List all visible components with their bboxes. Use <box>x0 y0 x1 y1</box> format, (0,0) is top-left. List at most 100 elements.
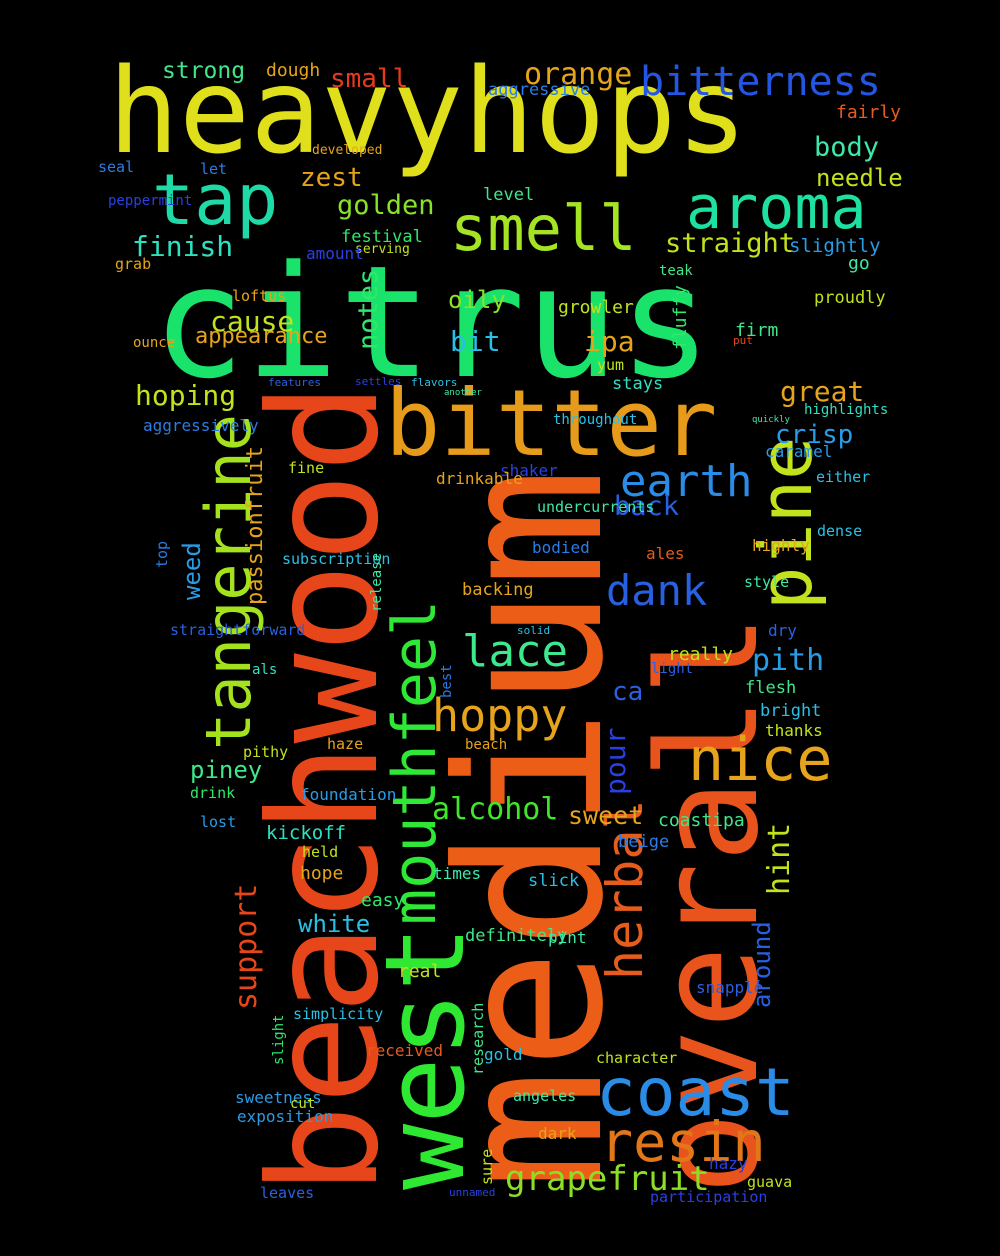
cloud-word: quickly <box>752 415 790 425</box>
cloud-word: put <box>733 334 753 347</box>
cloud-word: real <box>398 961 442 982</box>
cloud-word: beige <box>618 832 670 852</box>
cloud-word: let <box>200 160 228 178</box>
cloud-word: aggressively <box>143 416 259 435</box>
cloud-word: aroma <box>686 173 867 243</box>
cloud-word: hope <box>300 863 344 884</box>
cloud-word: solid <box>517 624 551 637</box>
cloud-word: strong <box>162 58 246 84</box>
cloud-word: slightly <box>789 235 881 257</box>
cloud-word: level <box>483 185 535 205</box>
cloud-word: beach <box>465 737 508 753</box>
cloud-word: light <box>651 661 694 677</box>
cloud-word: caramel <box>765 442 833 461</box>
cloud-word: ales <box>646 544 685 563</box>
cloud-word: loftus <box>232 287 287 305</box>
cloud-word: bitter <box>385 370 718 477</box>
cloud-word: earth <box>620 456 753 507</box>
cloud-word: heavyhops <box>108 42 748 180</box>
cloud-word: undercurrents <box>537 498 655 516</box>
cloud-word: zest <box>300 163 363 193</box>
cloud-word: subscription <box>282 550 391 568</box>
cloud-word: go <box>848 253 870 274</box>
cloud-word: great <box>780 375 865 408</box>
cloud-word: passionfruit <box>243 446 268 605</box>
cloud-word: really <box>668 644 734 665</box>
cloud-word: another <box>444 388 482 398</box>
cloud-word: shaker <box>500 461 558 480</box>
cloud-word: highlights <box>804 402 889 418</box>
cloud-word: coast <box>596 1054 795 1131</box>
cloud-word: snapple <box>696 978 764 997</box>
cloud-word: white <box>298 910 371 938</box>
cloud-word: hint <box>762 822 797 895</box>
cloud-word: received <box>366 1041 444 1060</box>
cloud-word: straight <box>665 228 796 259</box>
cloud-word: kickoff <box>266 822 347 844</box>
cloud-word: release <box>369 552 385 612</box>
cloud-word: peppermint <box>108 193 193 209</box>
cloud-word: drinkable <box>436 469 523 488</box>
cloud-word: growler <box>558 297 634 318</box>
cloud-word: highly <box>752 536 810 555</box>
cloud-word: settles <box>355 375 402 388</box>
cloud-word: guava <box>747 1173 793 1191</box>
cloud-word: body <box>814 132 880 163</box>
cloud-word: backing <box>462 580 534 600</box>
cloud-word: sure <box>478 1148 496 1185</box>
cloud-word: thanks <box>765 721 823 740</box>
cloud-word: angeles <box>513 1087 577 1105</box>
cloud-word: held <box>302 843 339 861</box>
cloud-word: style <box>744 573 790 591</box>
cloud-word: unnamed <box>449 1186 496 1199</box>
cloud-word: seal <box>98 158 135 176</box>
cloud-word: hoppy <box>432 689 568 742</box>
cloud-word: alcohol <box>432 792 559 827</box>
cloud-word: nice <box>688 725 833 795</box>
cloud-word: easy <box>361 890 405 911</box>
cloud-word: appearance <box>195 324 328 349</box>
cloud-word: firm <box>735 320 779 341</box>
cloud-word: golden <box>337 190 435 221</box>
cloud-word: dry <box>768 621 797 640</box>
cloud-word: simplicity <box>293 1005 384 1023</box>
cloud-word: grapefruit <box>505 1159 710 1199</box>
cloud-word: ipa <box>584 325 635 358</box>
cloud-word: foundation <box>300 785 397 804</box>
cloud-word: lace <box>462 626 568 677</box>
cloud-word: tap <box>152 159 279 241</box>
cloud-word: cut <box>290 1096 316 1112</box>
cloud-word: support <box>229 883 264 1010</box>
cloud-word: fine <box>288 459 325 477</box>
cloud-word: grab <box>115 255 152 273</box>
cloud-word: citrus <box>152 232 712 413</box>
cloud-word: dough <box>266 60 321 81</box>
cloud-word: oily <box>448 286 506 314</box>
cloud-word: weed <box>178 542 206 600</box>
cloud-word: finish <box>132 230 234 263</box>
cloud-word: either <box>816 468 871 486</box>
cloud-word: smell <box>450 192 637 265</box>
cloud-word: gold <box>484 1045 523 1064</box>
cloud-word: aggressive <box>488 80 591 100</box>
cloud-word: als <box>252 662 278 678</box>
cloud-word: features <box>268 376 321 389</box>
cloud-word: amount <box>306 244 364 263</box>
cloud-word: fairly <box>836 102 902 123</box>
cloud-word: pithy <box>243 743 289 761</box>
cloud-word: straightforward <box>170 621 306 639</box>
cloud-word: research <box>469 1002 487 1075</box>
cloud-word: orange <box>524 57 633 92</box>
cloud-word: participation <box>650 1188 768 1206</box>
cloud-word: stays <box>612 374 664 394</box>
cloud-word: coastipa <box>658 810 745 831</box>
cloud-word: crisp <box>775 420 854 450</box>
cloud-word: developed <box>312 143 383 158</box>
cloud-word: bitterness <box>640 59 881 105</box>
cloud-word: needle <box>816 164 903 192</box>
cloud-word: pith <box>752 643 825 678</box>
cloud-word: throughout <box>553 412 638 428</box>
cloud-word: sweetness <box>235 1088 322 1107</box>
cloud-word: fluffy <box>670 284 691 350</box>
